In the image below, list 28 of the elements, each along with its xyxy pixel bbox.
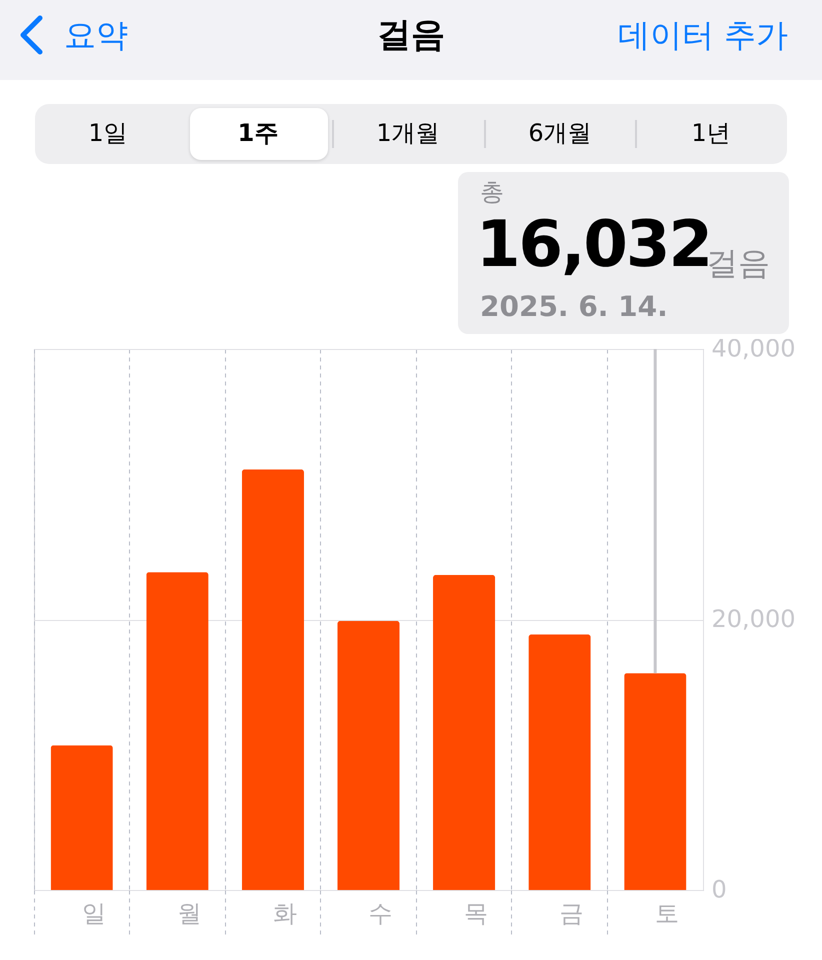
chart-title: 걸음 — [377, 15, 445, 55]
bar — [433, 574, 496, 890]
bar — [242, 469, 304, 890]
bar — [624, 673, 686, 890]
y-tick-label: 0 — [712, 876, 727, 904]
text: 2025. 6. 14. — [480, 290, 668, 323]
y-tick-label: 20,000 — [712, 605, 796, 633]
bar — [146, 572, 208, 890]
text: 1년 — [690, 118, 732, 149]
text: 1개월 — [375, 118, 441, 149]
bar — [50, 745, 113, 890]
x-tick-label: 수 — [368, 900, 392, 928]
y-tick-label: 40,000 — [712, 334, 796, 362]
x-tick-label: 화 — [272, 900, 297, 928]
text: 요약 — [64, 15, 128, 56]
x-tick-label: 일 — [82, 900, 106, 928]
text: 데이터 추가 — [618, 15, 788, 56]
text: 1일 — [87, 118, 129, 149]
x-tick-label: 토 — [655, 900, 680, 928]
text: 걸음 — [706, 244, 770, 284]
text: 6개월 — [527, 118, 593, 149]
bar — [337, 620, 400, 890]
x-tick-label: 월 — [177, 900, 202, 928]
x-tick-label: 금 — [560, 900, 584, 928]
x-tick-label: 목 — [464, 900, 488, 928]
bar — [528, 634, 591, 890]
text: 1주 — [236, 118, 280, 149]
text: 총 — [480, 177, 504, 208]
